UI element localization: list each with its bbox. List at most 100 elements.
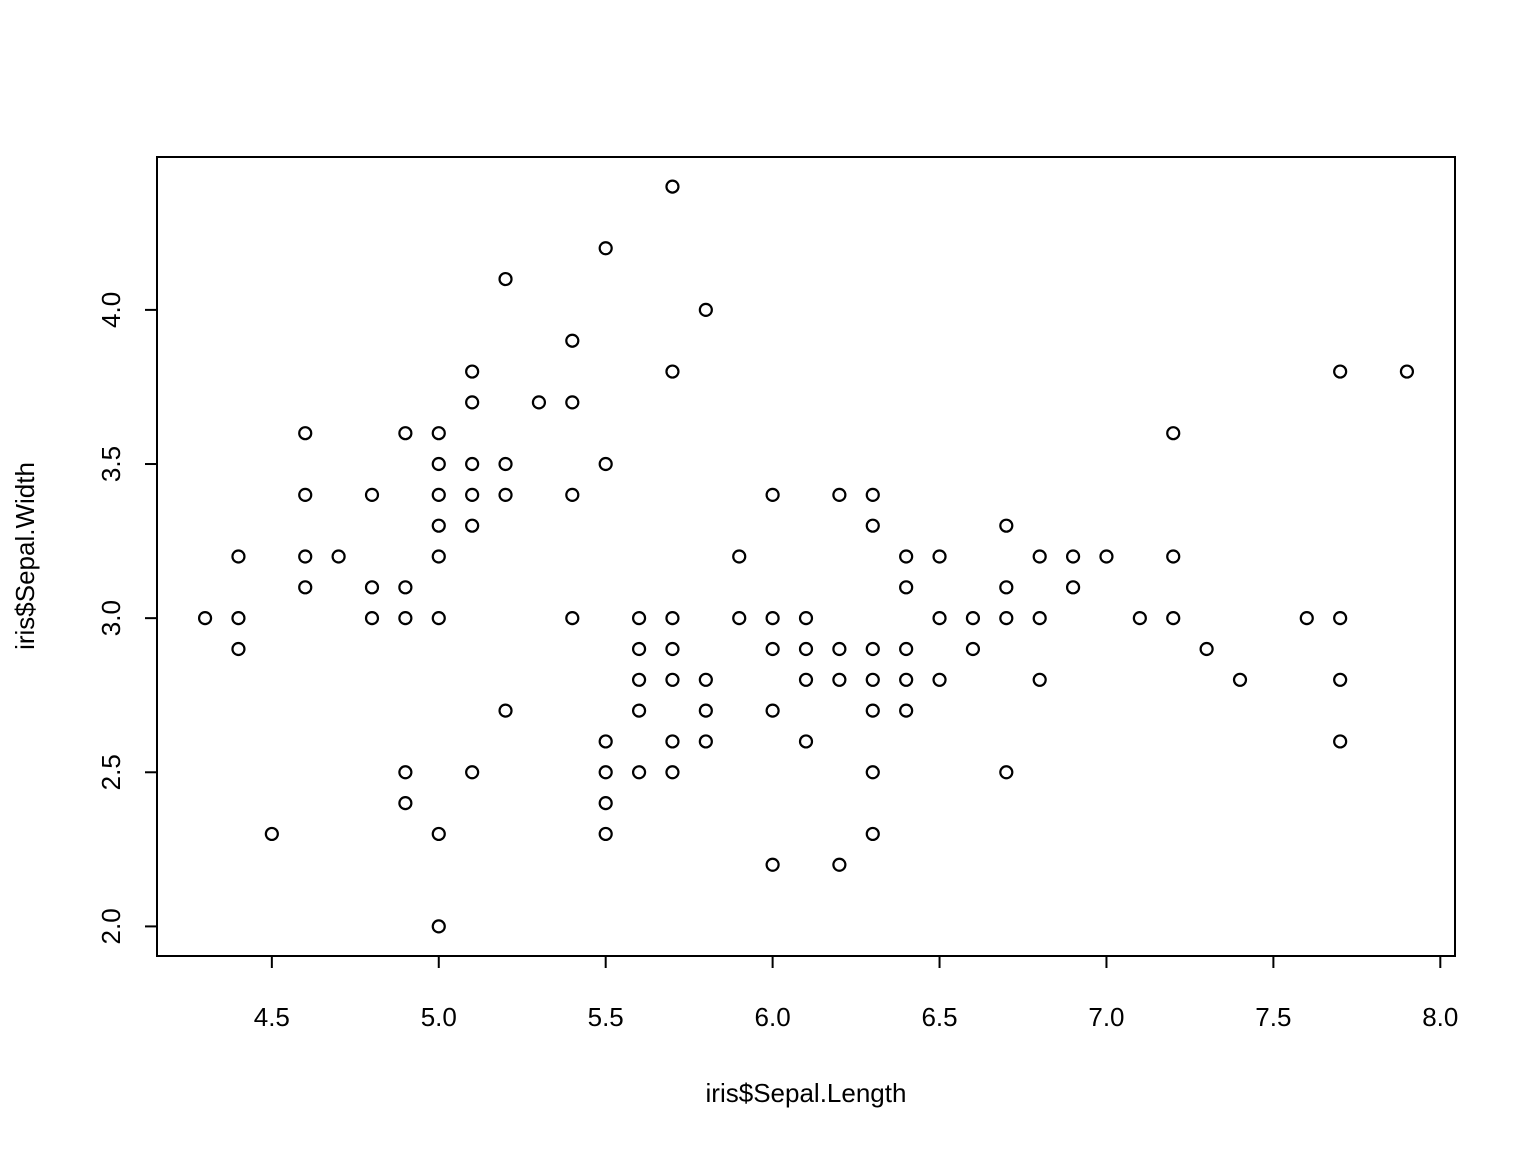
point	[899, 703, 914, 718]
point	[1299, 611, 1314, 626]
plot-box	[156, 156, 1456, 957]
point	[665, 734, 680, 749]
point	[431, 426, 446, 441]
x-tick-label: 7.0	[1088, 1002, 1124, 1032]
point	[865, 826, 880, 842]
point	[1232, 672, 1248, 687]
point	[298, 549, 313, 564]
point	[398, 765, 413, 780]
point	[431, 611, 446, 626]
point	[465, 765, 480, 780]
point	[965, 641, 981, 657]
point	[732, 611, 747, 626]
point	[665, 179, 680, 194]
point	[1032, 549, 1047, 564]
point	[765, 857, 780, 872]
point	[231, 641, 246, 657]
point	[665, 611, 680, 626]
point	[1065, 549, 1081, 564]
point	[765, 487, 780, 502]
point	[1333, 364, 1348, 379]
x-tick-label: 8.0	[1422, 1002, 1458, 1032]
x-tick-label: 7.5	[1255, 1002, 1291, 1032]
point	[765, 703, 780, 718]
y-tick-label: 2.5	[96, 754, 126, 790]
point	[1166, 611, 1181, 626]
point	[1333, 611, 1348, 626]
point	[798, 611, 814, 626]
point	[598, 826, 613, 842]
point	[398, 426, 413, 441]
point	[1399, 364, 1415, 379]
point	[465, 364, 480, 379]
point	[465, 518, 480, 533]
point	[698, 734, 713, 749]
point	[598, 765, 613, 780]
point	[698, 302, 713, 317]
point	[865, 641, 880, 657]
point	[598, 796, 613, 811]
point	[932, 611, 947, 626]
y-tick-label: 3.5	[96, 446, 126, 482]
point	[832, 857, 847, 872]
point	[565, 333, 580, 348]
point	[465, 487, 480, 502]
point	[865, 703, 880, 718]
point	[431, 518, 446, 533]
x-tick-label: 6.5	[921, 1002, 957, 1032]
point	[665, 672, 680, 687]
point	[565, 487, 580, 502]
point	[1333, 672, 1348, 687]
point	[798, 672, 814, 687]
point	[498, 487, 513, 502]
point	[498, 456, 513, 472]
point	[1199, 641, 1214, 657]
point	[264, 826, 279, 842]
point	[565, 395, 580, 410]
point	[298, 487, 313, 502]
point	[398, 611, 413, 626]
point	[631, 611, 647, 626]
point	[999, 611, 1014, 626]
point	[298, 426, 313, 441]
y-tick-label: 4.0	[96, 292, 126, 328]
point	[431, 456, 446, 472]
x-axis-label: iris$Sepal.Length	[706, 1078, 907, 1108]
point	[999, 765, 1014, 780]
point	[431, 549, 446, 564]
point	[631, 765, 647, 780]
point	[465, 456, 480, 472]
point	[832, 487, 847, 502]
y-tick-label: 2.0	[96, 908, 126, 944]
point	[1065, 580, 1081, 595]
point	[631, 703, 647, 718]
y-tick-label: 3.0	[96, 600, 126, 636]
point	[732, 549, 747, 564]
point	[999, 580, 1014, 595]
point	[631, 672, 647, 687]
point	[932, 672, 947, 687]
point	[865, 672, 880, 687]
x-tick-label: 6.0	[755, 1002, 791, 1032]
point	[565, 611, 580, 626]
point	[598, 734, 613, 749]
y-axis-label: iris$Sepal.Width	[10, 462, 40, 650]
point	[865, 518, 880, 533]
point	[431, 487, 446, 502]
point	[631, 641, 647, 657]
point	[1333, 734, 1348, 749]
x-tick-label: 4.5	[254, 1002, 290, 1032]
point	[932, 549, 947, 564]
point	[698, 703, 713, 718]
point	[1132, 611, 1147, 626]
point	[398, 796, 413, 811]
point	[231, 611, 246, 626]
point	[364, 487, 380, 502]
point	[665, 641, 680, 657]
point	[498, 271, 513, 287]
point	[1166, 426, 1181, 441]
point	[398, 580, 413, 595]
point	[832, 641, 847, 657]
